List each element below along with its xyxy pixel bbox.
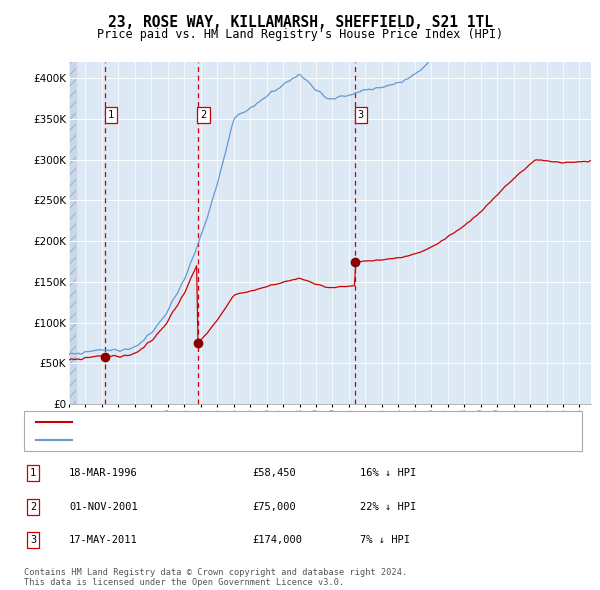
Text: 01-NOV-2001: 01-NOV-2001 bbox=[69, 502, 138, 512]
Text: 23, ROSE WAY, KILLAMARSH, SHEFFIELD, S21 1TL (detached house): 23, ROSE WAY, KILLAMARSH, SHEFFIELD, S21… bbox=[81, 418, 455, 428]
Text: 7% ↓ HPI: 7% ↓ HPI bbox=[360, 535, 410, 545]
Text: 23, ROSE WAY, KILLAMARSH, SHEFFIELD, S21 1TL: 23, ROSE WAY, KILLAMARSH, SHEFFIELD, S21… bbox=[107, 15, 493, 30]
Text: £174,000: £174,000 bbox=[252, 535, 302, 545]
Text: 18-MAR-1996: 18-MAR-1996 bbox=[69, 468, 138, 478]
Text: 16% ↓ HPI: 16% ↓ HPI bbox=[360, 468, 416, 478]
Text: This data is licensed under the Open Government Licence v3.0.: This data is licensed under the Open Gov… bbox=[24, 578, 344, 587]
Text: £75,000: £75,000 bbox=[252, 502, 296, 512]
Text: 3: 3 bbox=[358, 110, 364, 120]
Text: 17-MAY-2011: 17-MAY-2011 bbox=[69, 535, 138, 545]
Text: 1: 1 bbox=[30, 468, 36, 478]
Bar bbox=[69, 62, 76, 404]
Text: 2: 2 bbox=[30, 502, 36, 512]
Bar bbox=[69, 62, 76, 404]
Text: £58,450: £58,450 bbox=[252, 468, 296, 478]
Text: 2: 2 bbox=[200, 110, 206, 120]
Text: Price paid vs. HM Land Registry's House Price Index (HPI): Price paid vs. HM Land Registry's House … bbox=[97, 28, 503, 41]
Text: HPI: Average price, detached house, North East Derbyshire: HPI: Average price, detached house, Nort… bbox=[81, 435, 430, 445]
Text: Contains HM Land Registry data © Crown copyright and database right 2024.: Contains HM Land Registry data © Crown c… bbox=[24, 568, 407, 576]
Text: 22% ↓ HPI: 22% ↓ HPI bbox=[360, 502, 416, 512]
Text: 1: 1 bbox=[108, 110, 114, 120]
Text: 3: 3 bbox=[30, 535, 36, 545]
